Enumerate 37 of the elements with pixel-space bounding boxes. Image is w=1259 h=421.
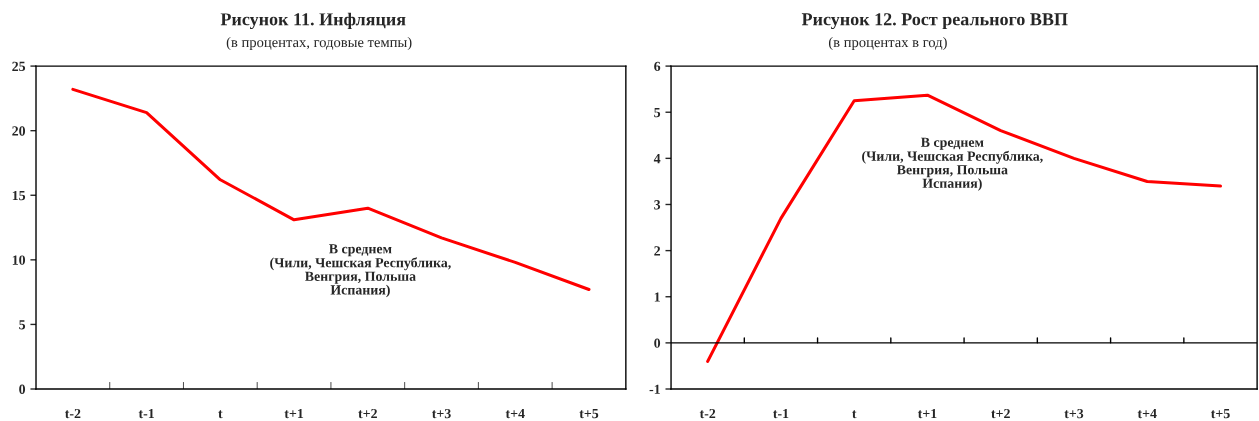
x-tick-label: t+5 <box>1210 408 1230 419</box>
x-tick-label: t+5 <box>579 408 599 419</box>
x-tick-label: t-2 <box>65 408 81 419</box>
x-tick-label: t+1 <box>284 408 304 419</box>
x-tick-label: t-2 <box>699 408 716 419</box>
chart-subtitle: (в процентах, годовые темпы) <box>226 36 412 51</box>
line-series <box>706 93 1223 363</box>
x-tick-label: t+3 <box>1064 408 1084 419</box>
y-tick-label: 15 <box>12 190 26 201</box>
x-tick-label: t-1 <box>773 408 789 419</box>
x-tick-label: t+2 <box>358 408 377 419</box>
y-tick-label: 4 <box>653 154 661 164</box>
y-tick-label: 20 <box>12 126 26 136</box>
y-tick-label: 0 <box>19 384 26 394</box>
chart-title: Рисунок 11. Инфляция <box>220 12 406 30</box>
annotation: В среднем (Чили, Чешская Республика, Венгрия, Польша Испания) <box>270 244 451 298</box>
y-tick-label: 5 <box>654 107 661 118</box>
x-tick-label: t <box>218 410 223 419</box>
x-tick-label: t+4 <box>1137 408 1157 419</box>
chart-title: Рисунок 12. Рост реального ВВП <box>801 13 1068 30</box>
y-tick-label: 1 <box>654 292 660 302</box>
x-tick-label: t+3 <box>432 408 451 419</box>
y-tick-label: 2 <box>654 246 661 256</box>
y-tick-label: 3 <box>654 200 661 210</box>
y-tick-label: -1 <box>649 384 660 394</box>
chart-subtitle: (в процентах в год) <box>828 36 947 51</box>
y-tick-label: 25 <box>12 61 26 72</box>
annotation: В среднем (Чили, Чешская Республика, Венгрия, Польша Испания) <box>862 137 1043 191</box>
x-tick-label: t <box>852 410 857 419</box>
x-tick-label: t+2 <box>991 408 1010 419</box>
y-tick-label: 5 <box>19 320 26 330</box>
y-tick-label: 0 <box>654 338 661 348</box>
x-tick-label: t+1 <box>917 408 937 419</box>
y-tick-label: 6 <box>654 61 661 72</box>
x-tick-label: t-1 <box>138 408 154 419</box>
y-tick-label: 10 <box>12 255 26 265</box>
x-tick-label: t+4 <box>505 408 525 419</box>
